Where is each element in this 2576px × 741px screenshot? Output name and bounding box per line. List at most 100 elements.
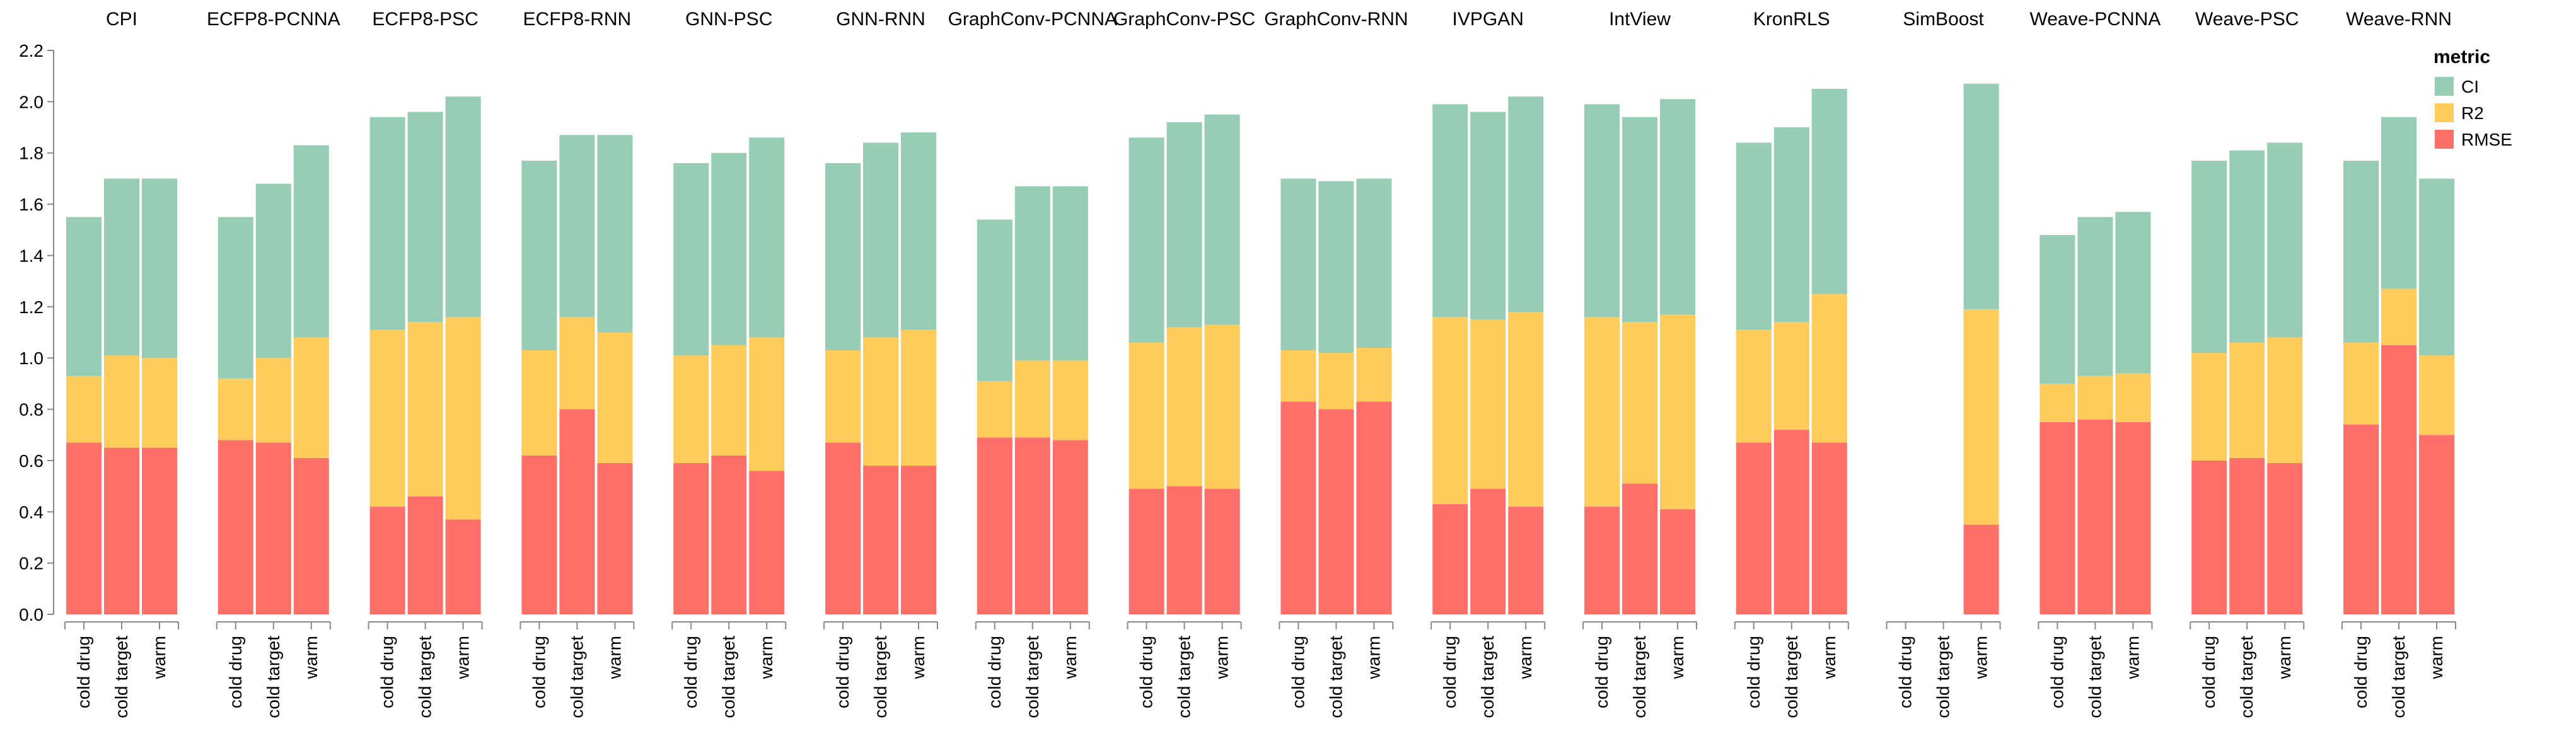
bar-segment-ci bbox=[1204, 114, 1240, 325]
bar-segment-ci bbox=[673, 163, 709, 356]
bar-segment-ci bbox=[218, 217, 253, 379]
bar-segment-ci bbox=[1356, 178, 1392, 348]
x-tick-label: warm bbox=[908, 636, 928, 679]
bar-segment-rmse bbox=[2267, 462, 2303, 614]
bar-segment-r2 bbox=[255, 358, 291, 443]
bar-segment-rmse bbox=[2229, 457, 2265, 614]
bar-segment-ci bbox=[2191, 160, 2227, 353]
bar-segment-r2 bbox=[1963, 309, 1999, 525]
bar-segment-r2 bbox=[445, 317, 481, 520]
x-tick-label: cold target bbox=[1782, 636, 1801, 718]
bar-segment-r2 bbox=[1318, 353, 1354, 410]
facet-title: ECFP8-RNN bbox=[523, 9, 632, 30]
bar-segment-rmse bbox=[1318, 409, 1354, 614]
x-tick-label: cold target bbox=[2237, 636, 2256, 718]
x-tick-label: cold drug bbox=[2351, 636, 2370, 708]
legend: metric CI R2 RMSE bbox=[2434, 47, 2512, 149]
bar-segment-ci bbox=[521, 160, 557, 350]
bar-segment-r2 bbox=[559, 317, 595, 410]
bar-segment-r2 bbox=[977, 381, 1012, 438]
bar-segment-ci bbox=[1963, 83, 1999, 309]
x-tick-label: cold drug bbox=[529, 636, 548, 708]
bar-segment-ci bbox=[1128, 137, 1164, 343]
x-tick-label: cold drug bbox=[1137, 636, 1156, 708]
x-tick-label: cold target bbox=[415, 636, 435, 718]
bar-segment-rmse bbox=[369, 507, 405, 614]
facet-panels: CPI cold drug cold target warm ECFP8-PCNNA co… bbox=[64, 9, 2456, 718]
x-tick-label: cold drug bbox=[1440, 636, 1459, 708]
bar-segment-ci bbox=[977, 219, 1012, 381]
bar-segment-r2 bbox=[104, 355, 139, 448]
bar-segment-rmse bbox=[104, 447, 139, 614]
facet-title: GNN-PSC bbox=[685, 9, 772, 30]
x-tick-label: cold target bbox=[719, 636, 738, 718]
bar-segment-ci bbox=[711, 152, 747, 345]
facet-panel: GraphConv-PSC cold drug cold target warm bbox=[1113, 9, 1255, 718]
bar-segment-r2 bbox=[749, 337, 785, 471]
bar-segment-ci bbox=[1622, 117, 1657, 323]
x-tick-label: cold target bbox=[1326, 636, 1345, 718]
bar-segment-rmse bbox=[1584, 507, 1620, 614]
legend-label: CI bbox=[2461, 77, 2479, 96]
bar-segment-rmse bbox=[1508, 507, 1544, 614]
x-tick-label: cold target bbox=[1023, 636, 1042, 718]
bar-segment-rmse bbox=[1052, 440, 1088, 614]
bar-segment-rmse bbox=[597, 462, 633, 614]
facet-panel: Weave-PSC cold drug cold target warm bbox=[2190, 9, 2305, 718]
x-tick-label: cold drug bbox=[2047, 636, 2067, 708]
bar-segment-ci bbox=[2229, 150, 2265, 343]
y-tick-label: 0.2 bbox=[19, 554, 44, 573]
bar-segment-ci bbox=[1584, 104, 1620, 318]
facet-panel: ECFP8-PCNNA cold drug cold target warm bbox=[207, 9, 340, 718]
x-tick-label: warm bbox=[757, 636, 776, 679]
bar-segment-ci bbox=[597, 135, 633, 333]
legend-swatch-ci bbox=[2435, 77, 2454, 96]
bar-segment-rmse bbox=[559, 409, 595, 614]
y-tick-label: 1.2 bbox=[19, 297, 44, 317]
bar-segment-ci bbox=[2077, 217, 2113, 376]
legend-swatch-rmse bbox=[2435, 130, 2454, 149]
y-axis: 0.0 0.2 0.4 0.6 0.8 1.0 1.2 1.4 1.6 1.8 2.0 2.2 bbox=[19, 41, 54, 624]
bar-segment-r2 bbox=[863, 337, 898, 466]
x-tick-label: cold target bbox=[2389, 636, 2408, 718]
bar-segment-rmse bbox=[1432, 504, 1468, 614]
bar-segment-rmse bbox=[1773, 430, 1809, 614]
bar-segment-r2 bbox=[1014, 360, 1050, 438]
x-tick-label: cold target bbox=[1478, 636, 1497, 718]
x-tick-label: cold drug bbox=[1592, 636, 1611, 708]
x-tick-label: warm bbox=[2275, 636, 2294, 679]
legend-title: metric bbox=[2434, 47, 2490, 67]
y-tick-label: 0.8 bbox=[19, 400, 44, 420]
bar-segment-rmse bbox=[445, 519, 481, 614]
bar-segment-rmse bbox=[1166, 486, 1202, 614]
bar-segment-r2 bbox=[2267, 337, 2303, 463]
bar-segment-r2 bbox=[1660, 314, 1695, 510]
bar-segment-ci bbox=[1280, 178, 1316, 350]
facet-panel: IVPGAN cold drug cold target warm bbox=[1430, 9, 1546, 718]
bar-segment-ci bbox=[825, 163, 861, 350]
y-tick-label: 1.0 bbox=[19, 348, 44, 368]
x-tick-label: cold target bbox=[2085, 636, 2104, 718]
bar-segment-ci bbox=[2039, 234, 2075, 384]
bar-segment-rmse bbox=[142, 447, 177, 614]
legend-swatch-r2 bbox=[2435, 103, 2454, 122]
bar-segment-rmse bbox=[1356, 401, 1392, 614]
facet-title: GraphConv-PSC bbox=[1113, 9, 1255, 30]
facet-title: IVPGAN bbox=[1453, 9, 1524, 30]
bar-segment-ci bbox=[2267, 142, 2303, 338]
bar-segment-r2 bbox=[1356, 347, 1392, 402]
bar-segment-r2 bbox=[1736, 330, 1772, 443]
bar-segment-rmse bbox=[407, 496, 443, 614]
bar-segment-rmse bbox=[673, 462, 709, 614]
facet-panel: GraphConv-PCNNA cold drug cold target warm bbox=[948, 9, 1117, 718]
bar-segment-r2 bbox=[597, 332, 633, 463]
facet-title: Weave-RNN bbox=[2346, 9, 2452, 30]
bar-segment-r2 bbox=[825, 350, 861, 443]
x-tick-label: cold drug bbox=[2199, 636, 2219, 708]
bar-segment-r2 bbox=[1811, 294, 1847, 443]
bar-segment-ci bbox=[863, 142, 898, 338]
x-tick-label: cold target bbox=[567, 636, 586, 718]
bar-segment-rmse bbox=[1811, 442, 1847, 614]
bar-segment-rmse bbox=[1963, 524, 1999, 614]
bar-segment-ci bbox=[1014, 186, 1050, 361]
